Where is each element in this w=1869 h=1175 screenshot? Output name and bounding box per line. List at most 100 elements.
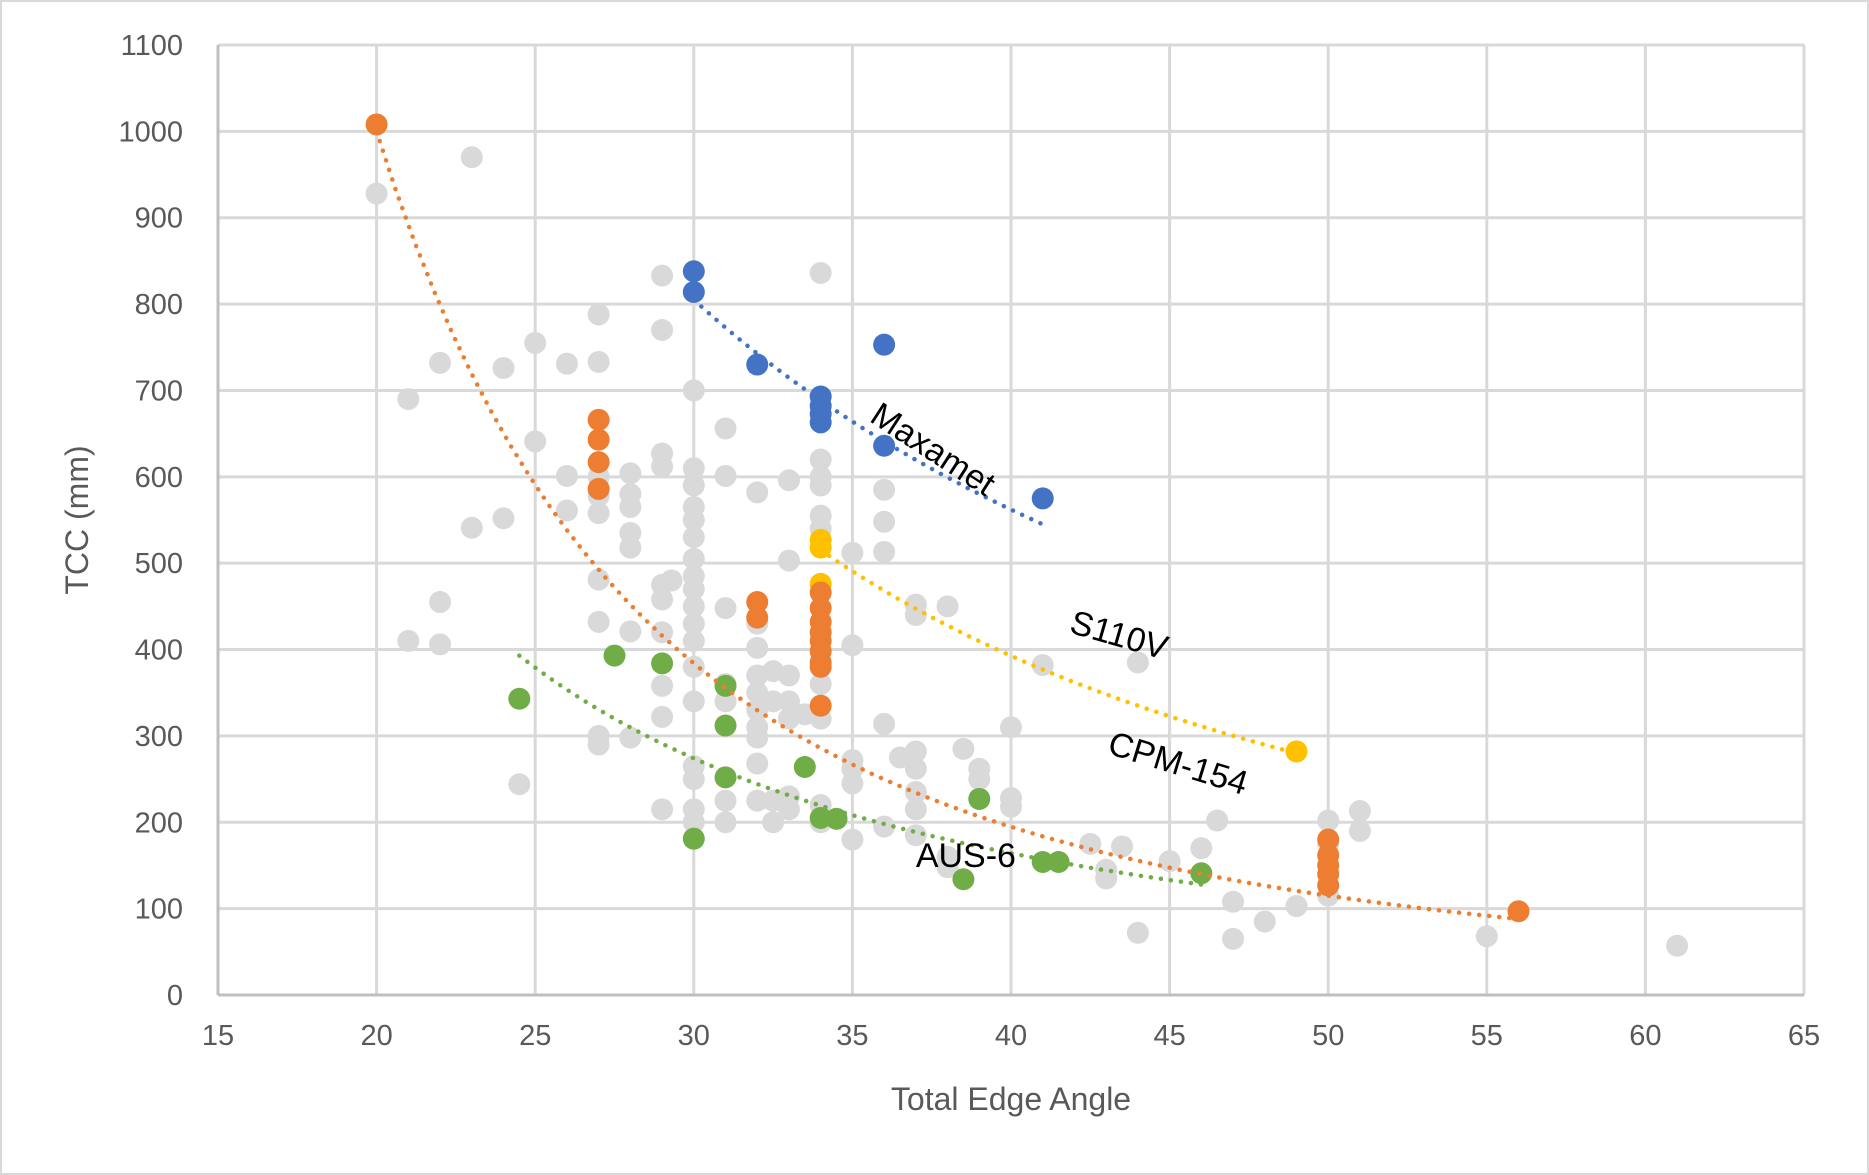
data-point [968,787,991,810]
data-point [429,591,452,614]
data-point [714,714,737,737]
data-point [1222,927,1245,950]
data-point [651,705,674,728]
data-point [1317,874,1340,897]
data-point [714,789,737,812]
data-point [587,451,610,474]
data-point [1079,832,1102,855]
data-points [365,113,1689,957]
data-point [508,773,531,796]
data-point [809,448,832,471]
data-point [746,636,769,659]
data-point [904,604,927,626]
data-point [587,568,610,591]
data-point [762,690,785,713]
data-point [1507,900,1530,923]
data-point [682,547,705,570]
data-point [809,673,832,696]
y-tick-labels: 0 100 200 300 400 500 600 700 800 900 1000 1100 [118,30,183,1012]
data-point [660,569,683,592]
data-point [777,469,800,492]
data-point [1285,740,1308,763]
data-point [492,507,515,530]
data-point [682,474,705,497]
data-point [492,357,515,379]
data-point [682,811,705,834]
data-point [777,549,800,572]
data-point [777,798,800,821]
data-point [587,502,610,525]
data-point [682,595,705,618]
data-point [809,262,832,284]
data-point [651,621,674,644]
data-point [873,815,896,838]
x-tick-label: 20 [360,1020,392,1052]
y-tick-label: 800 [135,289,183,321]
data-point [809,806,832,829]
data-point [651,674,674,697]
data-point [936,595,959,618]
data-point [841,541,864,564]
data-point [873,510,896,533]
data-point [651,798,674,821]
data-point [746,726,769,749]
data-point [1222,890,1245,913]
data-point [968,768,991,791]
data-point [714,811,737,834]
data-point [555,499,578,522]
y-tick-label: 400 [135,635,183,667]
data-point [952,868,975,891]
data-point [1095,867,1118,890]
data-point [904,781,927,804]
data-point [809,655,832,678]
data-point [1317,828,1340,851]
axes [216,45,1804,997]
data-point [460,516,483,539]
data-point [619,620,642,643]
data-point [651,588,674,611]
data-point [682,457,705,480]
data-point [587,350,610,373]
data-point [1666,934,1689,957]
data-point [619,462,642,485]
x-tick-label: 30 [678,1020,710,1052]
data-point [1047,851,1070,873]
data-point [809,474,832,497]
y-tick-label: 1100 [121,30,183,62]
data-point [619,536,642,559]
data-point [651,652,674,675]
data-point [873,540,896,563]
data-point [587,733,610,756]
x-tick-label: 35 [836,1020,868,1052]
data-point [1111,835,1134,858]
y-tick-label: 1000 [118,116,183,148]
data-point [603,644,626,667]
x-tick-label: 25 [519,1020,551,1052]
data-point [682,281,705,303]
x-tick-label: 50 [1312,1020,1344,1052]
data-point [682,260,705,283]
data-point [1126,921,1149,944]
data-point [873,712,896,735]
data-point [825,807,848,830]
series-label-aus-6: AUS-6 [916,837,1016,875]
data-point [1348,800,1371,823]
data-point [619,496,642,519]
data-point [762,811,785,834]
data-point [651,264,674,287]
data-point [746,606,769,629]
data-point [1000,716,1022,739]
data-point [1190,837,1213,860]
data-point [1253,910,1276,933]
data-point [587,477,610,500]
y-tick-label: 0 [167,980,183,1012]
data-point [1031,654,1054,677]
y-tick-label: 300 [135,721,183,753]
data-point [682,827,705,850]
data-point [1348,819,1371,842]
data-point [1126,651,1149,674]
data-point [714,597,737,620]
data-point [746,481,769,504]
data-point [682,768,705,791]
data-point [746,789,769,812]
